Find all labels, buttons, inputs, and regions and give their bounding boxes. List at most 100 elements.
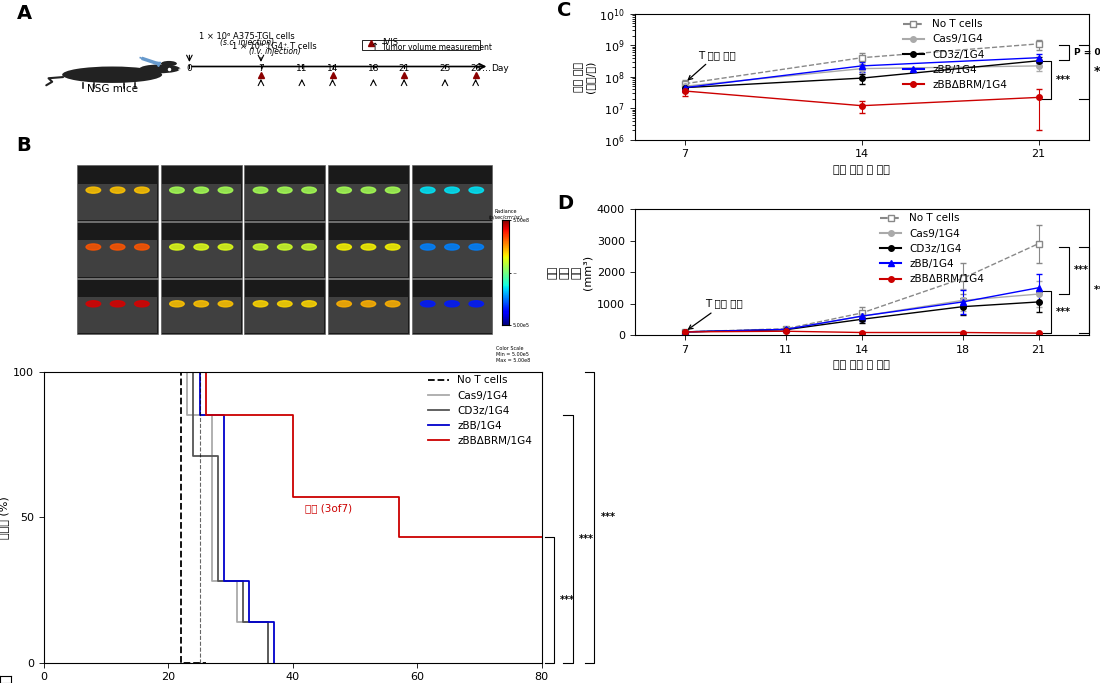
CD3z/1G4 bbox=[262, 617, 275, 626]
FancyBboxPatch shape bbox=[411, 222, 493, 277]
Cas9/1G4 bbox=[262, 658, 275, 667]
FancyBboxPatch shape bbox=[77, 279, 158, 335]
zBB/1G4 bbox=[267, 617, 280, 626]
Circle shape bbox=[469, 301, 484, 307]
zBB/1G4 bbox=[267, 658, 280, 667]
Text: Color Scale
Min = 5.00e5
Max = 5.00e8: Color Scale Min = 5.00e5 Max = 5.00e8 bbox=[496, 346, 530, 363]
Legend: No T cells, Cas9/1G4, CD3z/1G4, zBB/1G4, zBBΔBRM/1G4: No T cells, Cas9/1G4, CD3z/1G4, zBB/1G4,… bbox=[424, 371, 537, 450]
Circle shape bbox=[253, 187, 267, 193]
Text: Day7: Day7 bbox=[46, 189, 68, 197]
Circle shape bbox=[218, 244, 233, 250]
FancyBboxPatch shape bbox=[329, 240, 408, 277]
FancyBboxPatch shape bbox=[328, 222, 409, 277]
Text: ***: *** bbox=[579, 534, 594, 544]
Circle shape bbox=[301, 244, 317, 250]
Circle shape bbox=[110, 244, 125, 250]
Text: zBB/1G4: zBB/1G4 bbox=[352, 152, 385, 161]
Circle shape bbox=[194, 187, 209, 193]
Circle shape bbox=[218, 301, 233, 307]
FancyBboxPatch shape bbox=[412, 240, 492, 277]
Circle shape bbox=[420, 244, 434, 250]
Text: ***: *** bbox=[1056, 307, 1071, 317]
Circle shape bbox=[218, 187, 233, 193]
Text: P = 0.055: P = 0.055 bbox=[1074, 48, 1100, 57]
FancyBboxPatch shape bbox=[161, 279, 242, 335]
Circle shape bbox=[86, 187, 100, 193]
zBB/1G4 bbox=[218, 577, 231, 585]
zBBΔBRM/1G4 bbox=[286, 492, 299, 501]
Circle shape bbox=[253, 244, 267, 250]
Bar bbox=[362, 40, 481, 50]
Circle shape bbox=[169, 301, 184, 307]
FancyBboxPatch shape bbox=[328, 165, 409, 221]
FancyBboxPatch shape bbox=[412, 297, 492, 333]
FancyBboxPatch shape bbox=[77, 165, 158, 221]
No T cells bbox=[199, 658, 212, 667]
Circle shape bbox=[253, 301, 267, 307]
Text: Tumor volume measurement: Tumor volume measurement bbox=[383, 42, 493, 52]
zBBΔBRM/1G4 bbox=[199, 367, 212, 376]
zBB/1G4 bbox=[218, 411, 231, 419]
CD3z/1G4 bbox=[187, 452, 200, 460]
FancyBboxPatch shape bbox=[329, 297, 408, 333]
FancyBboxPatch shape bbox=[78, 297, 157, 333]
Cas9/1G4 bbox=[230, 617, 243, 626]
Text: 1 × 10⁸ 1G4⁺ T cells: 1 × 10⁸ 1G4⁺ T cells bbox=[232, 42, 317, 51]
Text: C: C bbox=[558, 1, 572, 20]
FancyBboxPatch shape bbox=[412, 184, 492, 220]
Cas9/1G4 bbox=[206, 411, 219, 419]
Line: zBBΔBRM/1G4: zBBΔBRM/1G4 bbox=[44, 372, 541, 538]
CD3z/1G4 bbox=[236, 617, 250, 626]
CD3z/1G4 bbox=[262, 658, 275, 667]
Circle shape bbox=[134, 187, 150, 193]
Circle shape bbox=[469, 244, 484, 250]
Title: Radiance
(p/sec/cm²/sr): Radiance (p/sec/cm²/sr) bbox=[488, 209, 522, 220]
Text: Day21: Day21 bbox=[43, 302, 70, 311]
Circle shape bbox=[301, 187, 317, 193]
Circle shape bbox=[420, 301, 434, 307]
Text: ...: ... bbox=[483, 63, 492, 72]
No T cells bbox=[37, 367, 51, 376]
zBB/1G4 bbox=[243, 577, 256, 585]
Cas9/1G4 bbox=[180, 411, 194, 419]
Circle shape bbox=[469, 187, 484, 193]
Text: T 세포 주입: T 세포 주입 bbox=[689, 298, 744, 329]
Text: 11: 11 bbox=[296, 64, 308, 72]
Circle shape bbox=[385, 301, 400, 307]
Text: *: * bbox=[1094, 66, 1100, 79]
Text: 완치 (3of7): 완치 (3of7) bbox=[306, 503, 352, 514]
zBBΔBRM/1G4 bbox=[199, 411, 212, 419]
Legend: No T cells, Cas9/1G4, CD3z/1G4, zBB/1G4, zBBΔBRM/1G4: No T cells, Cas9/1G4, CD3z/1G4, zBB/1G4,… bbox=[876, 209, 989, 288]
Line: Cas9/1G4: Cas9/1G4 bbox=[44, 372, 268, 663]
Ellipse shape bbox=[63, 66, 162, 83]
X-axis label: 종양 투여 후 일수: 종양 투여 후 일수 bbox=[834, 361, 890, 370]
Circle shape bbox=[277, 244, 293, 250]
FancyBboxPatch shape bbox=[78, 240, 157, 277]
Line: CD3z/1G4: CD3z/1G4 bbox=[44, 372, 268, 663]
Text: 28: 28 bbox=[470, 64, 482, 72]
Cas9/1G4 bbox=[230, 577, 243, 585]
Text: D: D bbox=[558, 194, 573, 213]
Text: 1 × 10⁶ A375-TGL cells: 1 × 10⁶ A375-TGL cells bbox=[199, 33, 295, 42]
zBBΔBRM/1G4 bbox=[286, 411, 299, 419]
Cas9/1G4 bbox=[262, 617, 275, 626]
zBB/1G4 bbox=[192, 411, 206, 419]
Circle shape bbox=[361, 244, 376, 250]
Y-axis label: 종양
파괴
부피
(mm³): 종양 파괴 부피 (mm³) bbox=[548, 255, 593, 290]
CD3z/1G4 bbox=[211, 452, 224, 460]
zBB/1G4 bbox=[243, 617, 256, 626]
Text: 0: 0 bbox=[187, 64, 192, 72]
Y-axis label: 발광 수치
(포톤/초): 발광 수치 (포톤/초) bbox=[573, 61, 595, 93]
FancyBboxPatch shape bbox=[411, 279, 493, 335]
Circle shape bbox=[86, 244, 100, 250]
Y-axis label: 생존율 (%): 생존율 (%) bbox=[0, 496, 9, 538]
FancyBboxPatch shape bbox=[162, 184, 241, 220]
Circle shape bbox=[361, 301, 376, 307]
CD3z/1G4 bbox=[211, 577, 224, 585]
Circle shape bbox=[169, 187, 184, 193]
Circle shape bbox=[110, 187, 125, 193]
Text: (i.v. injection): (i.v. injection) bbox=[249, 47, 300, 56]
Circle shape bbox=[385, 244, 400, 250]
Text: (s.c. injection): (s.c. injection) bbox=[220, 38, 274, 46]
FancyBboxPatch shape bbox=[244, 279, 326, 335]
